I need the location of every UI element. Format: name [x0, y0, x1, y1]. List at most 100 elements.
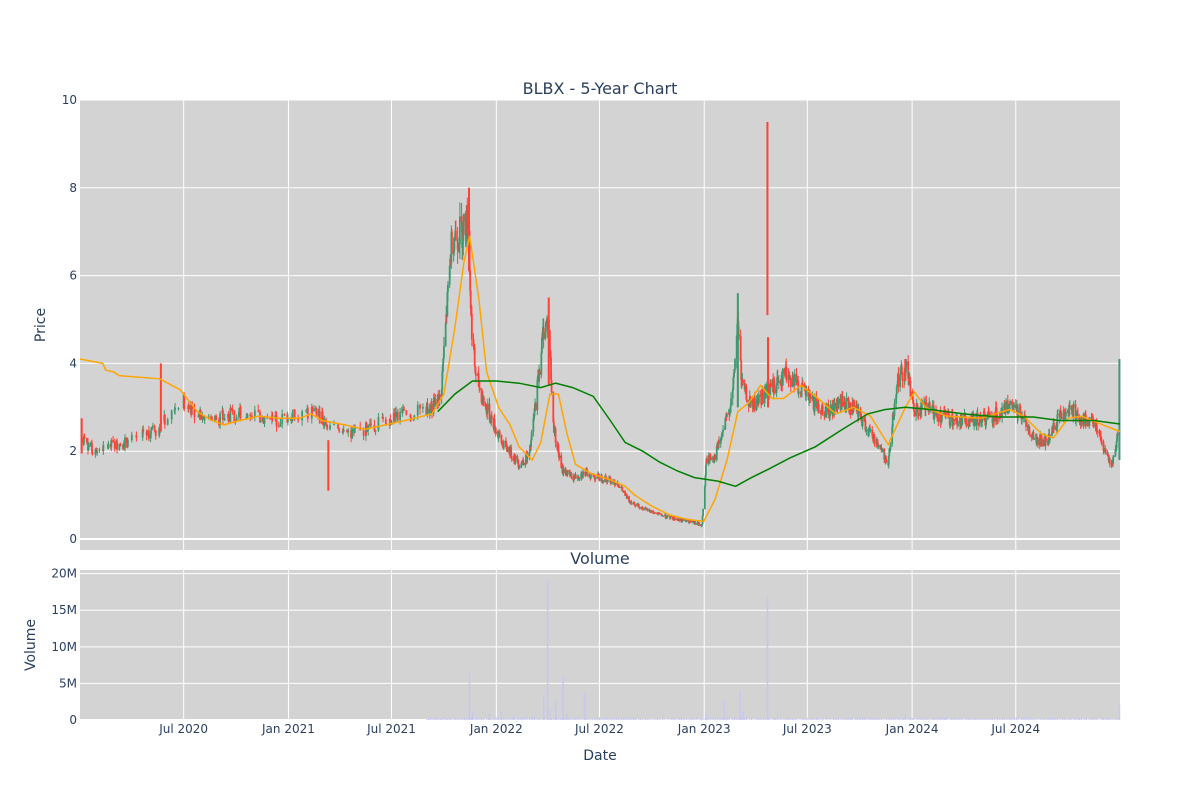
volume-bar	[609, 719, 611, 720]
candle-body	[777, 378, 780, 383]
candle-body	[486, 403, 489, 411]
candle-body	[889, 444, 892, 450]
price-y-axis-label: Price	[33, 308, 49, 342]
candle-body	[984, 415, 986, 422]
candle-body	[405, 410, 408, 415]
candle-body	[947, 411, 950, 415]
candle-body	[781, 368, 784, 386]
price-gridlines	[80, 99, 1120, 550]
volume-bar	[1092, 717, 1094, 720]
volume-bar	[680, 717, 683, 720]
price-candles	[82, 197, 1121, 528]
candle-body	[716, 446, 719, 449]
candle-body	[1061, 417, 1063, 419]
candle-body	[553, 431, 556, 433]
volume-bar	[537, 718, 539, 720]
candle-body	[91, 442, 93, 454]
volume-bar	[530, 717, 532, 720]
candle-body	[948, 416, 951, 426]
volume-bar	[1024, 717, 1026, 720]
candle-body	[578, 478, 581, 480]
candle-body	[841, 395, 844, 407]
volume-bar	[873, 718, 876, 720]
candle-body	[125, 437, 128, 444]
candle-body	[618, 486, 621, 488]
candle-body	[975, 416, 978, 426]
candle-body	[230, 408, 232, 410]
candle-body	[488, 403, 491, 420]
candle-body	[174, 408, 177, 410]
volume-bar	[920, 718, 922, 720]
volume-bar	[831, 719, 833, 720]
candle-body	[885, 459, 888, 462]
candle-body	[756, 399, 759, 402]
volume-bar	[646, 719, 648, 720]
volume-bar	[634, 717, 636, 720]
volume-bar	[783, 718, 785, 720]
candle-body	[102, 444, 105, 451]
candle-body	[441, 371, 444, 390]
candle-body	[266, 417, 269, 419]
candle-body	[853, 404, 855, 406]
volume-bar	[498, 718, 500, 720]
volume-bar	[832, 718, 835, 720]
candle-body	[602, 480, 605, 482]
candle-body	[881, 448, 884, 452]
candle-body	[564, 469, 567, 476]
volume-bar	[1014, 718, 1016, 720]
candle-body	[480, 388, 483, 403]
candle-body	[210, 416, 212, 419]
volume-bar	[1070, 717, 1072, 720]
volume-bar	[480, 718, 483, 720]
candle-body	[812, 396, 815, 410]
candle-body	[817, 403, 820, 413]
volume-bar	[1075, 717, 1077, 720]
volume-bar	[672, 718, 674, 720]
volume-bar	[477, 718, 479, 720]
candle-body	[912, 403, 915, 411]
volume-bar	[446, 718, 448, 720]
candle-body	[522, 462, 525, 465]
candle-body	[501, 442, 504, 447]
volume-bar	[527, 719, 529, 720]
candle-body	[506, 447, 509, 452]
candle-body	[544, 332, 547, 339]
volume-bar	[573, 718, 575, 720]
candle-body	[658, 512, 661, 514]
price-y-tick: 10	[62, 93, 77, 107]
candle-body	[347, 430, 350, 432]
volume-bar	[971, 718, 973, 720]
price-wicks	[80, 121, 1121, 491]
candle-body	[849, 407, 852, 415]
volume-bar	[704, 717, 706, 720]
volume-bar	[967, 718, 970, 720]
volume-bar	[954, 717, 956, 720]
candle-body	[768, 387, 771, 394]
candle-body	[552, 422, 555, 433]
volume-bar	[621, 717, 623, 720]
volume-bar	[1043, 718, 1045, 720]
volume-bar	[463, 717, 466, 720]
volume-bar	[901, 717, 903, 720]
volume-bar	[1067, 719, 1069, 720]
candle-body	[669, 516, 672, 519]
candle-body	[530, 431, 533, 441]
volume-bar	[670, 718, 672, 720]
candle-body	[89, 442, 92, 446]
candle-body	[416, 404, 419, 416]
volume-bar	[896, 719, 898, 720]
candle-body	[1114, 449, 1117, 457]
candle-body	[227, 413, 230, 422]
candle-body	[734, 359, 736, 371]
volume-bar	[785, 718, 787, 720]
candle-body	[730, 398, 732, 407]
volume-bar	[762, 718, 765, 720]
candle-body	[149, 433, 152, 439]
candle-body	[462, 221, 465, 241]
volume-bar	[913, 718, 915, 720]
candle-body	[1063, 410, 1066, 417]
volume-bar	[633, 717, 635, 720]
candle-body	[963, 415, 965, 417]
volume-bar	[687, 719, 689, 720]
volume-bar	[981, 718, 983, 720]
